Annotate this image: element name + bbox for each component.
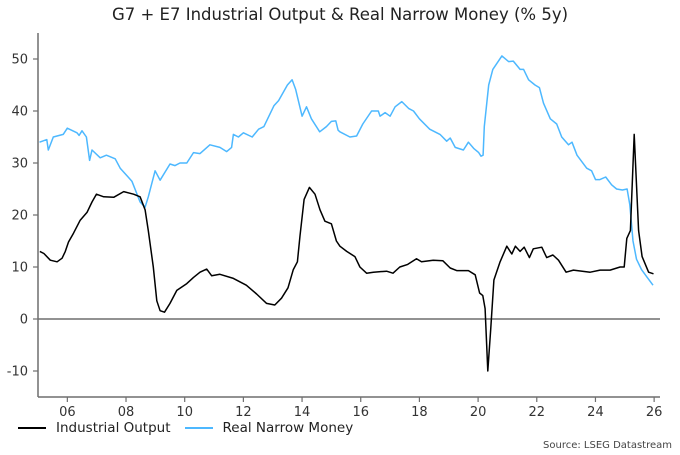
source-note: Source: LSEG Datastream [543, 440, 672, 451]
series-line-industrial-output [39, 133, 654, 372]
legend-label-real-narrow-money: Real Narrow Money [222, 420, 354, 436]
legend-swatch-industrial-output [18, 427, 46, 429]
chart-title: G7 + E7 Industrial Output & Real Narrow … [111, 5, 569, 24]
legend-item-real-narrow-money: Real Narrow Money [184, 420, 354, 436]
x-tick-label: 08 [118, 405, 135, 420]
x-tick-label: 26 [646, 405, 663, 420]
y-tick-label: -10 [7, 365, 28, 380]
legend-label-industrial-output: Industrial Output [56, 420, 171, 436]
x-tick-label: 14 [294, 405, 311, 420]
x-tick-label: 20 [470, 405, 487, 420]
x-tick-label: 18 [411, 405, 428, 420]
legend-swatch-real-narrow-money [184, 427, 213, 429]
legend: Industrial Output Real Narrow Money [18, 420, 367, 436]
x-tick-label: 06 [59, 405, 76, 420]
y-tick-label: 40 [11, 105, 28, 120]
series-line-real-narrow-money [39, 55, 654, 286]
x-tick-label: 10 [176, 405, 193, 420]
legend-item-industrial-output: Industrial Output [18, 420, 171, 436]
y-tick-label: 10 [11, 261, 28, 276]
x-tick-label: 12 [235, 405, 252, 420]
x-tick-label: 22 [529, 405, 546, 420]
y-tick-label: 30 [11, 157, 28, 172]
y-tick-label: 0 [20, 313, 28, 328]
x-tick-label: 24 [587, 405, 604, 420]
y-tick-label: 20 [11, 209, 28, 224]
x-tick-label: 16 [352, 405, 369, 420]
y-tick-label: 50 [11, 53, 28, 68]
